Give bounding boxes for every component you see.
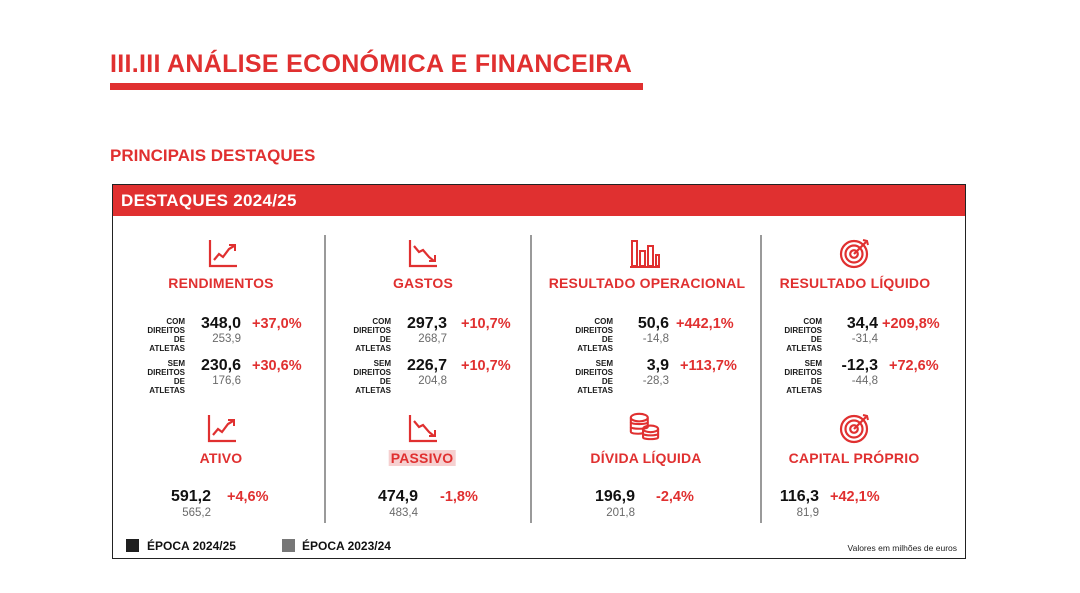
value-current: 3,9 bbox=[646, 357, 669, 374]
row-with-athletes: COM DIREITOS DE ATLETAS 348,0 253,9 +37,… bbox=[147, 315, 319, 353]
value-previous: -14,8 bbox=[642, 333, 669, 345]
box-header: DESTAQUES 2024/25 bbox=[113, 185, 965, 216]
highlights-box: DESTAQUES 2024/25 RENDIMENTOS COM DIREIT… bbox=[112, 184, 966, 559]
row-label-with-athletes: COM DIREITOS DE ATLETAS bbox=[784, 317, 822, 353]
line-chart-down-icon bbox=[408, 240, 437, 268]
metric-title: ATIVO bbox=[199, 450, 243, 466]
column-divider bbox=[324, 235, 326, 523]
value-change: +4,6% bbox=[227, 489, 269, 505]
value-current: 230,6 bbox=[200, 357, 241, 374]
value-previous: 201,8 bbox=[606, 507, 635, 519]
value-current: 348,0 bbox=[200, 315, 241, 332]
value-change: +30,6% bbox=[252, 358, 302, 374]
column-divider bbox=[760, 235, 762, 523]
bar-chart-icon bbox=[630, 240, 660, 268]
row-without-athletes: SEM DIREITOS DE ATLETAS 3,9 -28,3 +113,7… bbox=[575, 357, 757, 395]
value-previous: -28,3 bbox=[642, 375, 669, 387]
page-title: III.III ANÁLISE ECONÓMICA E FINANCEIRA bbox=[110, 50, 633, 78]
row-label-with-athletes: COM DIREITOS DE ATLETAS bbox=[353, 317, 391, 353]
value-current: 50,6 bbox=[637, 315, 669, 332]
legend-swatch-previous bbox=[282, 539, 295, 552]
value-previous: 81,9 bbox=[796, 507, 819, 519]
row-label-with-athletes: COM DIREITOS DE ATLETAS bbox=[147, 317, 185, 353]
value-current: 297,3 bbox=[406, 315, 447, 332]
value-previous: 253,9 bbox=[212, 333, 241, 345]
row-with-athletes: COM DIREITOS DE ATLETAS 34,4 -31,4 +209,… bbox=[784, 315, 961, 353]
target-icon bbox=[839, 414, 869, 444]
value-change: +442,1% bbox=[676, 316, 734, 332]
value-previous: 204,8 bbox=[418, 375, 447, 387]
value-current: 116,3 bbox=[779, 488, 819, 505]
value-current: 196,9 bbox=[594, 488, 635, 505]
value-current: 226,7 bbox=[406, 357, 447, 374]
value-change: +10,7% bbox=[461, 316, 511, 332]
row-without-athletes: SEM DIREITOS DE ATLETAS -12,3 -44,8 +72,… bbox=[784, 357, 961, 395]
units-note: Valores em milhões de euros bbox=[847, 543, 957, 553]
row-label-without-athletes: SEM DIREITOS DE ATLETAS bbox=[353, 359, 391, 395]
line-chart-up-icon bbox=[208, 240, 237, 268]
metric-title: GASTOS bbox=[392, 275, 454, 291]
metric-title: RESULTADO OPERACIONAL bbox=[548, 275, 746, 291]
row-without-athletes: SEM DIREITOS DE ATLETAS 230,6 176,6 +30,… bbox=[147, 357, 319, 395]
row-with-athletes: COM DIREITOS DE ATLETAS 297,3 268,7 +10,… bbox=[353, 315, 525, 353]
value-previous: -44,8 bbox=[851, 375, 878, 387]
value-previous: 565,2 bbox=[182, 507, 211, 519]
value-current: -12,3 bbox=[841, 357, 878, 374]
target-icon bbox=[839, 239, 869, 269]
section-title: PRINCIPAIS DESTAQUES bbox=[110, 146, 316, 165]
metric-title: RESULTADO LÍQUIDO bbox=[779, 275, 931, 291]
legend-label-previous: ÉPOCA 2023/24 bbox=[302, 539, 391, 553]
row-without-athletes: SEM DIREITOS DE ATLETAS 226,7 204,8 +10,… bbox=[353, 357, 525, 395]
legend-label-current: ÉPOCA 2024/25 bbox=[147, 539, 236, 553]
value-change: -1,8% bbox=[440, 489, 478, 505]
value-previous: 483,4 bbox=[389, 507, 418, 519]
value-current: 591,2 bbox=[170, 488, 211, 505]
row-label-without-athletes: SEM DIREITOS DE ATLETAS bbox=[784, 359, 822, 395]
metric-title: PASSIVO bbox=[388, 450, 456, 466]
value-change: -2,4% bbox=[656, 489, 694, 505]
value-change: +209,8% bbox=[882, 316, 940, 332]
value-previous: 268,7 bbox=[418, 333, 447, 345]
legend-swatch-current bbox=[126, 539, 139, 552]
value-current: 34,4 bbox=[846, 315, 878, 332]
value-change: +37,0% bbox=[252, 316, 302, 332]
row-label-without-athletes: SEM DIREITOS DE ATLETAS bbox=[147, 359, 185, 395]
value-change: +113,7% bbox=[680, 358, 737, 374]
value-previous: 176,6 bbox=[212, 375, 241, 387]
value-change: +10,7% bbox=[461, 358, 511, 374]
value-change: +42,1% bbox=[830, 489, 880, 505]
metric-title: DÍVIDA LÍQUIDA bbox=[590, 450, 702, 466]
value-previous: -31,4 bbox=[851, 333, 878, 345]
coins-icon bbox=[629, 412, 660, 441]
row-label-without-athletes: SEM DIREITOS DE ATLETAS bbox=[575, 359, 613, 395]
row-with-athletes: COM DIREITOS DE ATLETAS 50,6 -14,8 +442,… bbox=[575, 315, 757, 353]
title-underline bbox=[110, 83, 643, 90]
value-current: 474,9 bbox=[377, 488, 418, 505]
metric-title: RENDIMENTOS bbox=[168, 275, 274, 291]
column-divider bbox=[530, 235, 532, 523]
metric-title: CAPITAL PRÓPRIO bbox=[788, 450, 920, 466]
line-chart-up-icon bbox=[207, 415, 236, 443]
line-chart-down-icon bbox=[408, 415, 437, 443]
row-label-with-athletes: COM DIREITOS DE ATLETAS bbox=[575, 317, 613, 353]
value-change: +72,6% bbox=[889, 358, 939, 374]
